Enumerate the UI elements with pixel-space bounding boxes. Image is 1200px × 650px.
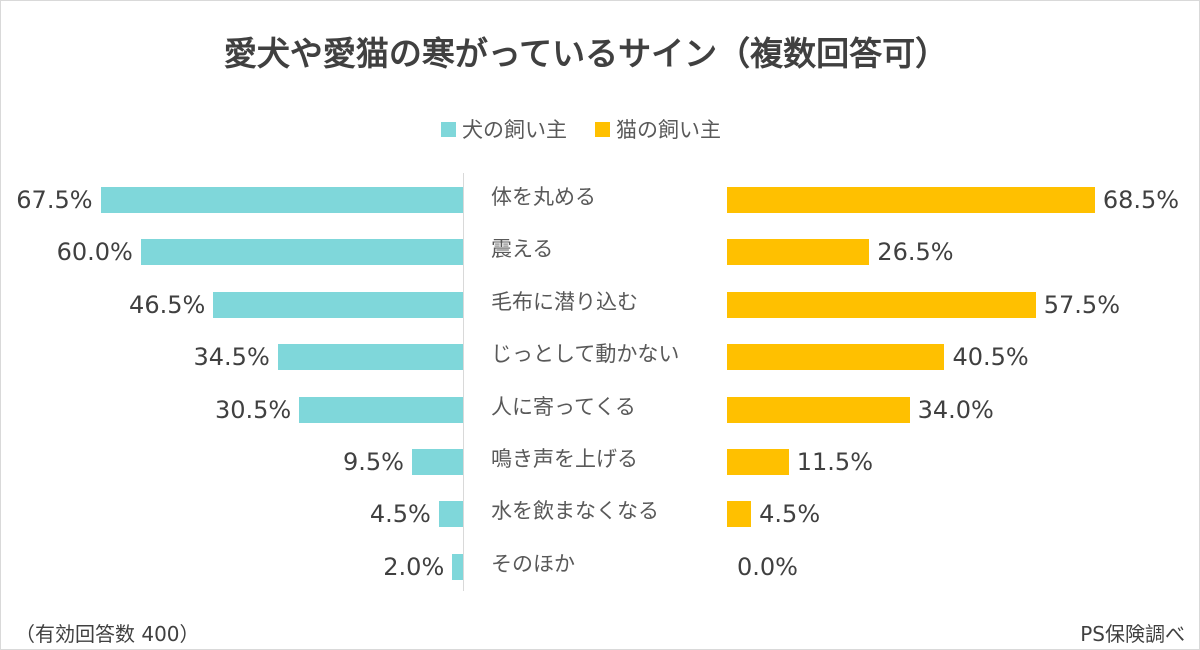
legend: 犬の飼い主 猫の飼い主 xyxy=(441,114,749,144)
category-label: 水を飲まなくなる xyxy=(491,499,659,524)
category-label: じっとして動かない xyxy=(491,342,680,367)
category-label: 体を丸める xyxy=(491,185,596,209)
value-label-cat: 4.5% xyxy=(759,500,821,529)
sample-size-note: （有効回答数 400） xyxy=(15,622,200,646)
value-label-dog: 4.5% xyxy=(369,500,431,529)
bar-cat xyxy=(727,396,910,423)
bar-cat xyxy=(727,344,945,371)
bar-dog xyxy=(438,501,463,528)
bar-dog xyxy=(140,239,463,266)
category-label: 震える xyxy=(491,237,554,262)
legend-swatch-cat xyxy=(595,121,610,137)
bar-dog xyxy=(299,396,463,423)
legend-label-dog: 犬の飼い主 xyxy=(462,118,567,142)
bar-dog xyxy=(213,291,463,318)
bar-cat xyxy=(727,449,789,475)
source-credit: PS保険調べ xyxy=(1080,622,1185,646)
value-label-cat: 34.0% xyxy=(917,395,994,424)
category-label: 鳴き声を上げる xyxy=(491,447,638,471)
legend-swatch-dog xyxy=(441,121,456,137)
chart-title: 愛犬や愛猫の寒がっているサイン（複数回答可） xyxy=(223,34,949,73)
value-label-cat: 0.0% xyxy=(737,552,798,581)
value-label-dog: 67.5% xyxy=(16,186,93,214)
legend-item-dog: 犬の飼い主 xyxy=(441,114,567,144)
bar-cat xyxy=(727,239,870,266)
center-axis-line xyxy=(463,173,464,591)
category-label: そのほか xyxy=(491,551,575,576)
bar-dog xyxy=(411,449,463,475)
category-label: 人に寄ってくる xyxy=(491,394,636,419)
bar-dog xyxy=(100,187,463,213)
bar-cat xyxy=(727,291,1036,318)
value-label-dog: 9.5% xyxy=(343,448,404,476)
category-label: 毛布に潜り込む xyxy=(491,289,638,314)
value-label-cat: 68.5% xyxy=(1102,186,1180,214)
value-label-dog: 34.5% xyxy=(193,343,270,372)
value-label-cat: 57.5% xyxy=(1043,290,1121,319)
bar-dog xyxy=(277,344,463,371)
legend-item-cat: 猫の飼い主 xyxy=(595,114,721,144)
bar-cat xyxy=(727,501,752,528)
bar-dog xyxy=(452,553,463,580)
legend-label-cat: 猫の飼い主 xyxy=(616,118,721,142)
value-label-cat: 40.5% xyxy=(952,343,1029,372)
value-label-dog: 30.5% xyxy=(214,395,292,424)
bar-cat xyxy=(727,187,1095,213)
value-label-cat: 26.5% xyxy=(877,238,954,267)
value-label-cat: 11.5% xyxy=(796,448,873,476)
value-label-dog: 60.0% xyxy=(56,238,133,267)
value-label-dog: 2.0% xyxy=(383,552,445,581)
value-label-dog: 46.5% xyxy=(129,290,206,319)
